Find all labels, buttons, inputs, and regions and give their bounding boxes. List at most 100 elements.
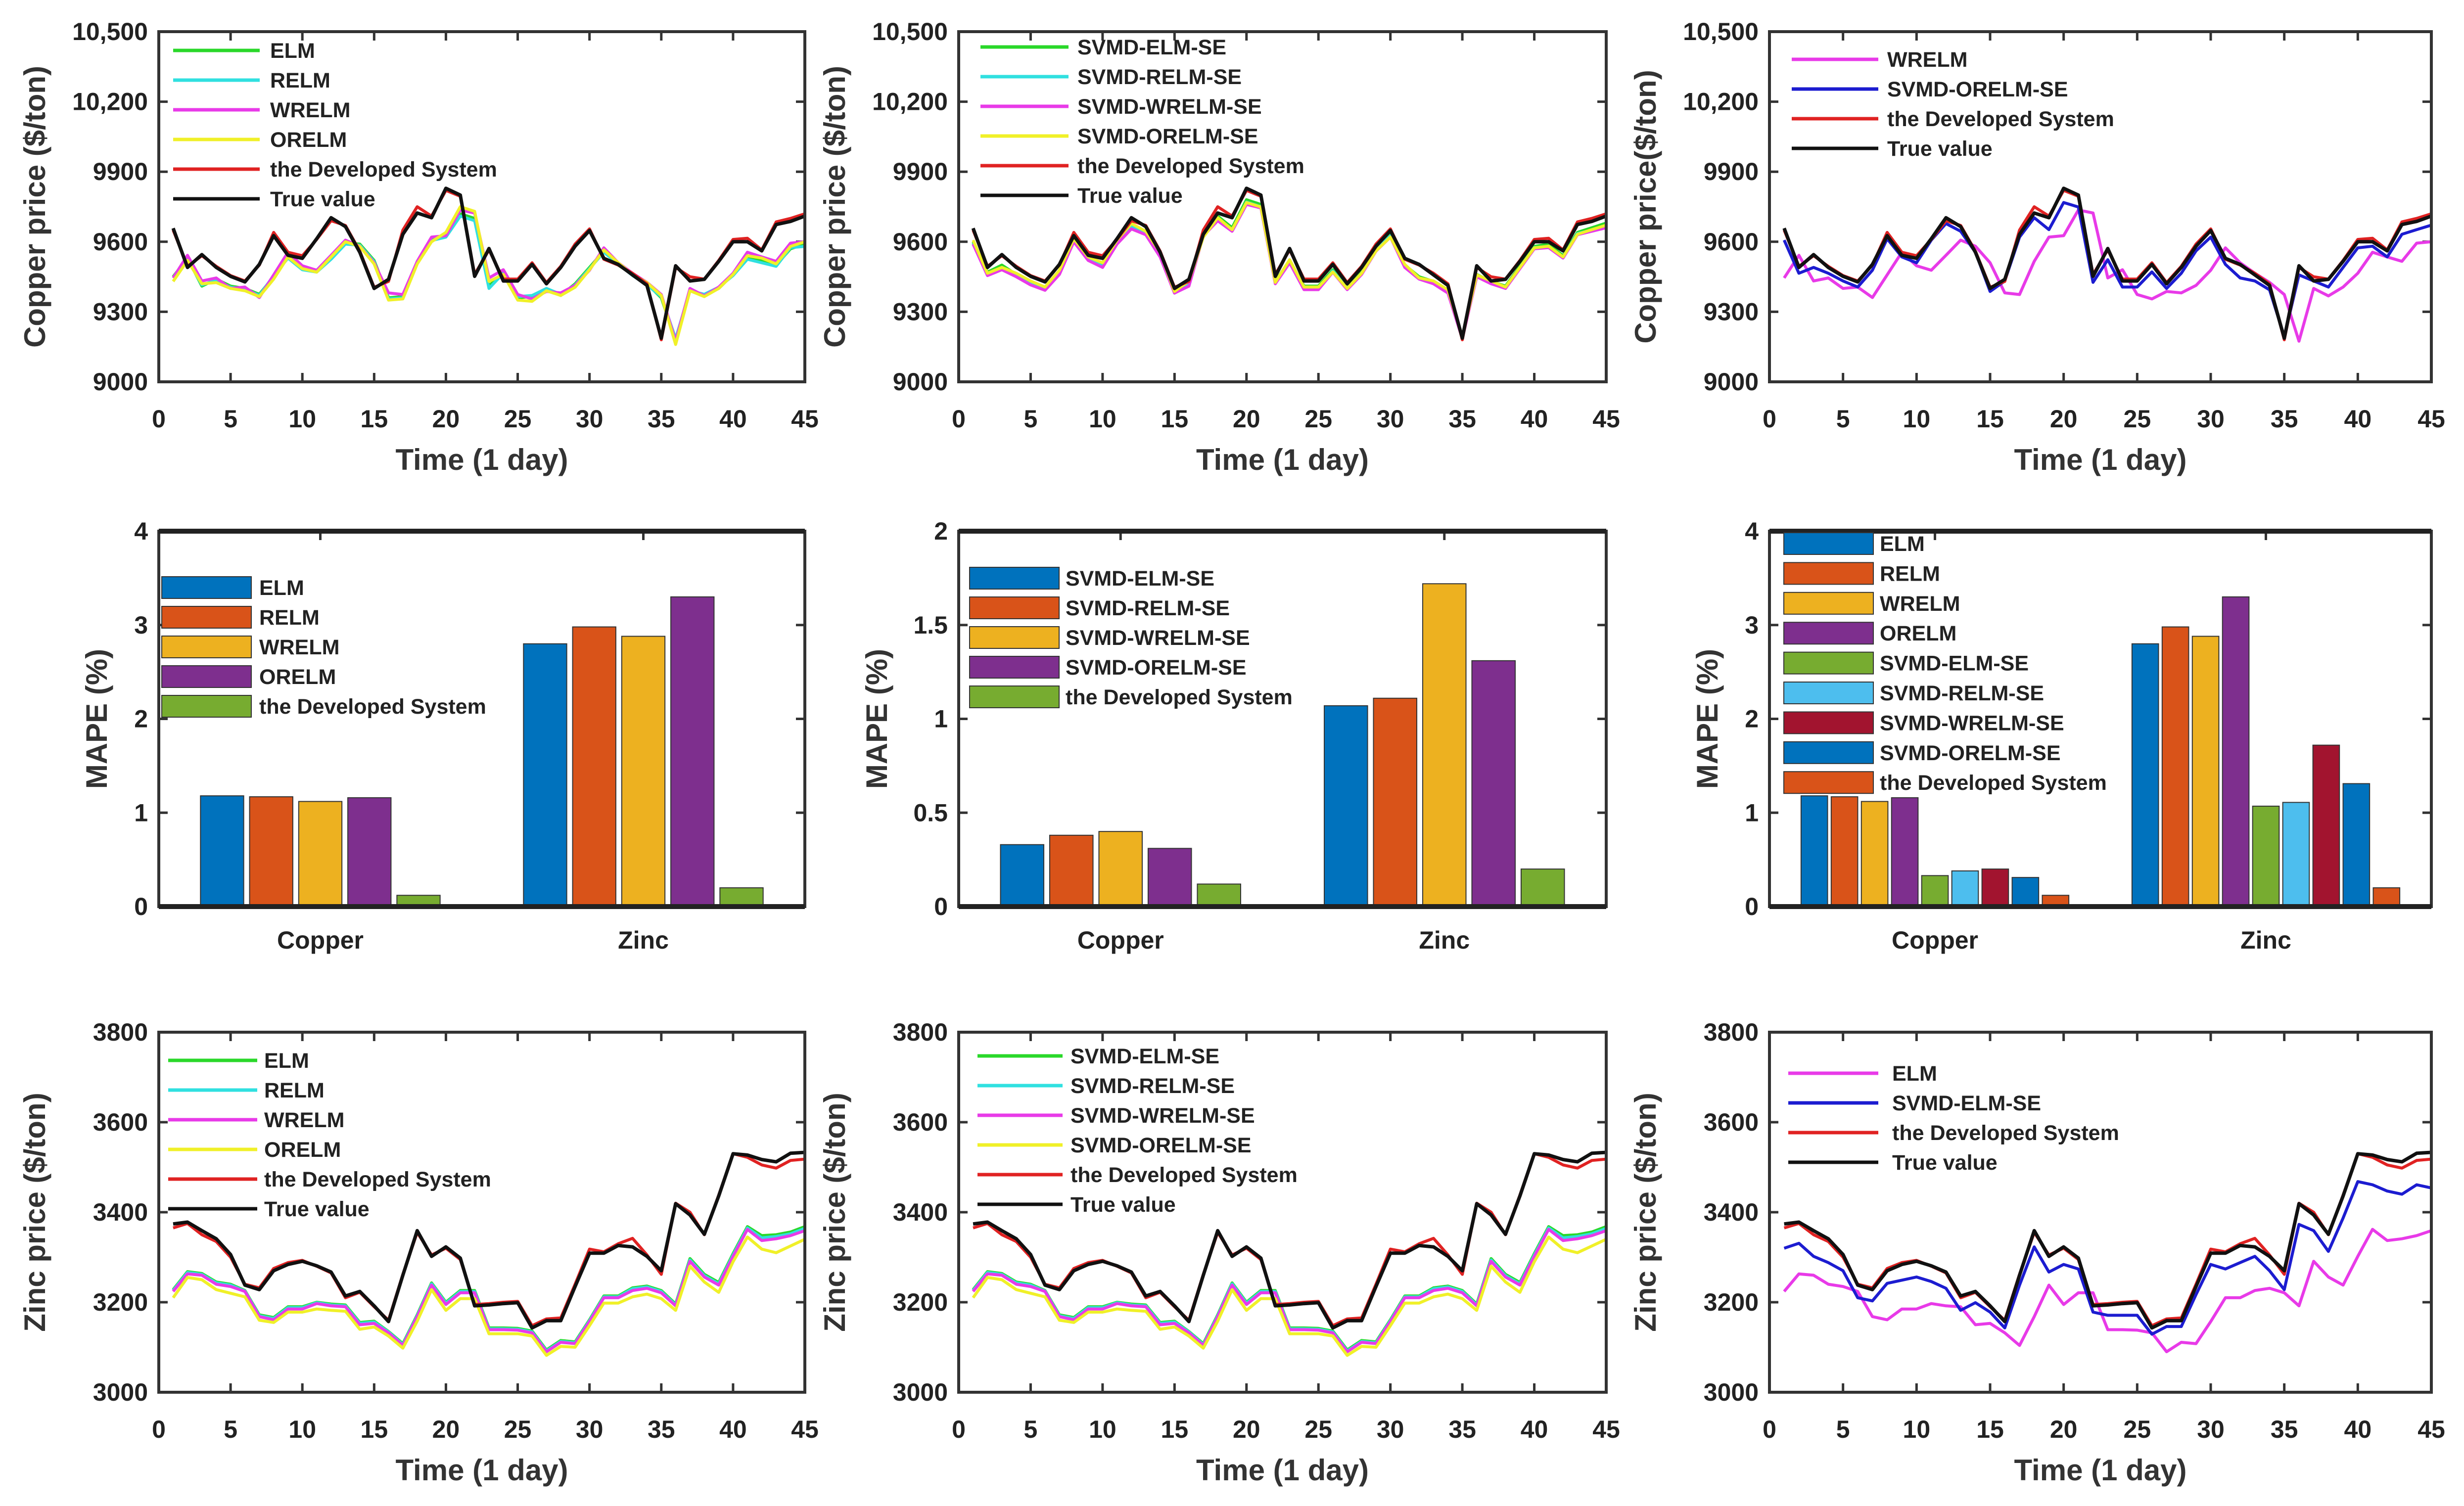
y-axis-title: MAPE (%) — [860, 649, 893, 789]
x-tick-label: 15 — [1976, 405, 2004, 433]
legend-label: SVMD-ORELM-SE — [1077, 125, 1258, 148]
bar-copper-2 — [1098, 831, 1143, 907]
x-axis-title: Time (1 day) — [2014, 443, 2186, 476]
y-tick-label: 3800 — [93, 1018, 148, 1046]
line-chart-0: 9000 9300 9600 9900 10,200 10,500 0 5 10 15 20 25 30… — [18, 18, 819, 476]
legend-label: SVMD-ORELM-SE — [1880, 741, 2061, 765]
series-line-svmd-elm-se — [1783, 1180, 2432, 1336]
series-line-wrelm — [172, 1228, 805, 1354]
line-chart-8: 3000 3200 3400 3600 3800 0 5 10 15 20 25 30 35 40 45 Ti… — [1629, 1018, 2445, 1487]
y-tick-label: 9600 — [93, 228, 148, 256]
bar-zinc-4 — [2252, 805, 2280, 908]
x-tick-label: 35 — [1448, 405, 1476, 433]
y-tick-label: 10,500 — [72, 18, 148, 46]
series-line-true-value — [171, 186, 806, 340]
y-tick-label: 0 — [134, 893, 148, 920]
legend-label: the Developed System — [1077, 154, 1304, 178]
bar-zinc-0 — [523, 643, 567, 907]
x-tick-label: 30 — [2197, 405, 2225, 433]
plot-frame — [157, 30, 806, 383]
legend-label: ELM — [1880, 532, 1925, 556]
y-axis-title: MAPE (%) — [1691, 649, 1724, 789]
legend: SVMD-ELM-SE SVMD-RELM-SE SVMD-WRELM-SE SVMD… — [977, 1045, 1298, 1217]
bar-zinc-1 — [2161, 626, 2189, 908]
x-tick-label: 45 — [791, 405, 819, 433]
bar-copper-0 — [1000, 844, 1045, 908]
legend-label: ORELM — [1880, 622, 1956, 645]
y-tick-label: 9000 — [93, 368, 148, 396]
x-tick-label: 0 — [952, 405, 966, 433]
x-tick-label: 25 — [1304, 1415, 1332, 1443]
legend-label: SVMD-ELM-SE — [1077, 36, 1226, 59]
y-tick-label: 0 — [1745, 893, 1759, 920]
x-tick-label: 20 — [2050, 405, 2078, 433]
y-tick-label: 3600 — [893, 1108, 948, 1136]
y-tick-label: 3600 — [93, 1108, 148, 1136]
x-tick-label: 0 — [1763, 1415, 1776, 1443]
category-label: Copper — [1892, 926, 1978, 954]
legend-swatch — [161, 606, 252, 629]
legend-label: RELM — [270, 69, 330, 92]
x-tick-label: 35 — [2271, 405, 2298, 433]
y-tick-label: 9300 — [1704, 298, 1759, 325]
x-tick-label: 30 — [576, 405, 604, 433]
x-tick-label: 20 — [1233, 405, 1260, 433]
bar-zinc-0 — [2131, 643, 2159, 907]
legend: ELM RELM WRELM ORELM the Developed System Tru… — [168, 1049, 491, 1221]
x-tick-label: 10 — [1903, 405, 1931, 433]
bar-copper-2 — [298, 801, 343, 907]
x-tick-label: 40 — [1521, 1415, 1548, 1443]
y-tick-label: 10,200 — [72, 88, 148, 116]
legend-label: True value — [1077, 184, 1183, 208]
legend: SVMD-ELM-SE SVMD-RELM-SE SVMD-WRELM-SE SVMD… — [980, 36, 1304, 208]
legend-label: SVMD-RELM-SE — [1880, 682, 2044, 705]
line-chart-2: 9000 9300 9600 9900 10,200 10,500 0 5 10 15 20 25 30… — [1629, 18, 2445, 476]
series-line-elm — [1783, 1228, 2432, 1354]
x-tick-label: 5 — [1024, 405, 1038, 433]
series-line-svmd-wrelm-se — [972, 1228, 1607, 1354]
y-tick-label: 10,500 — [1683, 18, 1759, 46]
x-tick-label: 20 — [432, 405, 460, 433]
y-tick-label: 9900 — [1704, 158, 1759, 185]
plot-frame — [957, 30, 1608, 383]
plot-frame — [957, 1031, 1608, 1394]
legend-swatch — [1783, 711, 1874, 734]
legend-label: SVMD-ORELM-SE — [1066, 656, 1247, 680]
x-tick-label: 15 — [1161, 405, 1189, 433]
legend: SVMD-ELM-SE SVMD-RELM-SE SVMD-WRELM-SE SVMD… — [969, 567, 1293, 709]
bar-zinc-4 — [719, 887, 764, 908]
legend-label: SVMD-ORELM-SE — [1887, 78, 2068, 101]
x-tick-label: 0 — [152, 1415, 166, 1443]
legend-label: SVMD-ELM-SE — [1892, 1092, 2041, 1115]
bar-copper-5 — [1951, 870, 1979, 908]
legend-label: SVMD-WRELM-SE — [1077, 95, 1262, 119]
x-tick-label: 25 — [2124, 405, 2151, 433]
legend-swatch — [969, 567, 1060, 590]
y-tick-label: 9000 — [893, 368, 948, 396]
bar-zinc-1 — [1373, 697, 1418, 907]
series-line-the-developed-system — [172, 189, 805, 341]
y-tick-label: 9300 — [893, 298, 948, 325]
line-chart-7: 3000 3200 3400 3600 3800 0 5 10 15 20 25 30 35 40 45 Ti… — [818, 1018, 1620, 1487]
series-line-orelm — [172, 1235, 806, 1357]
x-tick-label: 40 — [1521, 405, 1548, 433]
y-tick-label: 9900 — [93, 158, 148, 185]
legend-swatch — [1783, 682, 1874, 704]
y-axis-title: Zinc price ($/ton) — [818, 1093, 851, 1331]
x-axis-title: Time (1 day) — [1196, 1454, 1369, 1487]
y-tick-label: 3200 — [893, 1288, 948, 1316]
legend-label: True value — [1887, 137, 1993, 161]
category-label: Zinc — [1419, 926, 1470, 954]
x-tick-label: 10 — [288, 405, 316, 433]
bar-chart-3: 0 1 2 3 4 Copper Zinc MAPE (%) ELM RELM WRELM ORELM… — [80, 517, 806, 954]
legend-label: True value — [1070, 1193, 1176, 1217]
x-axis-title: Time (1 day) — [395, 443, 568, 476]
category-label: Copper — [1077, 926, 1164, 954]
x-tick-label: 45 — [1592, 405, 1620, 433]
y-tick-label: 3000 — [1704, 1378, 1759, 1406]
x-tick-label: 45 — [1592, 1415, 1620, 1443]
x-tick-label: 15 — [361, 405, 388, 433]
bar-copper-4 — [1197, 883, 1241, 907]
legend-label: ELM — [264, 1049, 309, 1073]
